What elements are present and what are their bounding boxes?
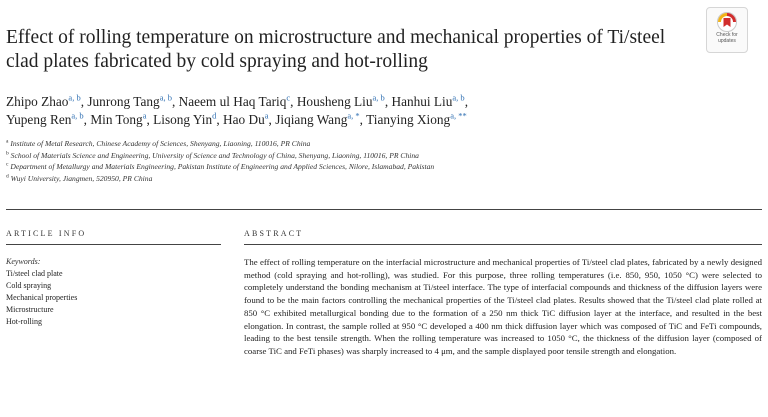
abstract-text: The effect of rolling temperature on the…	[244, 257, 762, 356]
author-affiliation-marker[interactable]: a, b	[159, 92, 172, 103]
affiliation-key: c	[6, 161, 9, 168]
affiliation-list: a Institute of Metal Research, Chinese A…	[6, 138, 746, 184]
keyword-list: Ti/steel clad plate Cold spraying Mechan…	[6, 268, 77, 328]
author-affiliation-marker[interactable]: c	[286, 92, 291, 103]
author-name[interactable]: Tianying Xiong	[366, 111, 451, 127]
badge-label-line2: updates	[718, 37, 736, 44]
keyword-item: Ti/steel clad plate	[6, 269, 63, 278]
author-affiliation-marker[interactable]: a	[142, 110, 147, 121]
keyword-item: Mechanical properties	[6, 293, 78, 302]
article-title: Effect of rolling temperature on microst…	[6, 27, 666, 72]
author-name[interactable]: Jiqiang Wang	[275, 111, 348, 127]
check-for-updates-badge[interactable]: Check for updates	[706, 7, 748, 53]
badge-label-line1: Check for	[716, 32, 738, 38]
article-info-divider	[6, 244, 221, 245]
author-affiliation-marker[interactable]: a, *	[347, 110, 360, 121]
affiliation-item: c Department of Metallurgy and Materials…	[6, 161, 746, 173]
affiliation-key: a	[6, 138, 9, 145]
author-name[interactable]: Lisong Yin	[153, 111, 213, 127]
abstract-heading: ABSTRACT	[244, 229, 304, 238]
author-affiliation-marker[interactable]: a, b	[452, 92, 465, 103]
author-name[interactable]: Yupeng Ren	[6, 111, 72, 127]
author-name[interactable]: Junrong Tang	[87, 94, 160, 109]
affiliation-text: Institute of Metal Research, Chinese Aca…	[10, 139, 311, 148]
keyword-item: Hot-rolling	[6, 317, 42, 326]
affiliation-text: Department of Metallurgy and Materials E…	[10, 162, 435, 172]
author-name[interactable]: Naeem ul Haq Tariq	[178, 94, 287, 109]
author-affiliation-marker[interactable]: a	[264, 110, 269, 121]
keywords-label: Keywords:	[6, 257, 41, 266]
author-name[interactable]: Hao Du	[223, 111, 265, 127]
author-name[interactable]: Hanhui Liu	[391, 94, 453, 109]
author-affiliation-marker[interactable]: a, b	[68, 92, 81, 103]
keyword-item: Cold spraying	[6, 281, 52, 290]
article-info-heading: ARTICLE INFO	[6, 229, 87, 238]
affiliation-item: d Wuyi University, Jiangmen, 520950, PR …	[6, 173, 746, 185]
author-list: Zhipo Zhaoa, b, Junrong Tanga, b, Naeem …	[6, 92, 469, 127]
check-for-updates-icon	[717, 12, 737, 32]
section-divider	[6, 209, 762, 210]
affiliation-key: d	[6, 173, 9, 180]
author-name[interactable]: Min Tong	[90, 111, 143, 127]
affiliation-text: Wuyi University, Jiangmen, 520950, PR Ch…	[10, 173, 153, 183]
affiliation-text: School of Materials Science and Engineer…	[10, 150, 419, 160]
author-name[interactable]: Zhipo Zhao	[6, 94, 69, 109]
author-name[interactable]: Housheng Liu	[296, 94, 373, 109]
author-affiliation-marker[interactable]: d	[212, 110, 217, 121]
author-affiliation-marker[interactable]: a, b	[71, 110, 84, 121]
abstract-divider	[244, 244, 762, 245]
affiliation-item: b School of Materials Science and Engine…	[6, 150, 746, 162]
author-affiliation-marker[interactable]: a, b	[372, 92, 385, 103]
keyword-item: Microstructure	[6, 305, 54, 314]
affiliation-key: b	[6, 150, 9, 157]
affiliation-item: a Institute of Metal Research, Chinese A…	[6, 138, 746, 150]
author-affiliation-marker[interactable]: a, **	[450, 110, 467, 121]
